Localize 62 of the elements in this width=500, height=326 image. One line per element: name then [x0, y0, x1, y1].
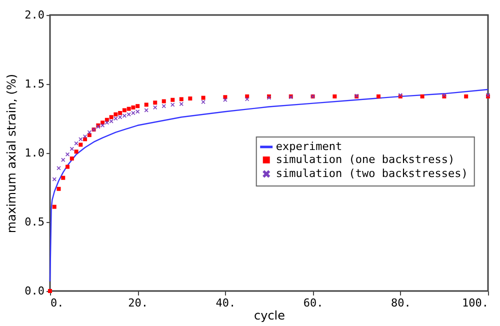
point	[126, 106, 131, 111]
point	[162, 99, 166, 104]
point	[332, 94, 337, 98]
x-tick-label: 100.	[462, 296, 488, 310]
point	[201, 96, 206, 100]
line-series	[49, 88, 489, 282]
y-tick-label: 2.0	[24, 8, 44, 22]
point	[114, 112, 118, 116]
point	[66, 164, 70, 169]
point	[118, 110, 122, 115]
point	[56, 186, 61, 191]
point	[131, 105, 136, 110]
point	[420, 94, 424, 98]
point	[61, 158, 66, 162]
x-tick-label: 40.	[216, 296, 236, 310]
point	[100, 123, 105, 128]
legend-label: experiment	[276, 140, 342, 153]
point	[70, 156, 74, 161]
point	[61, 176, 66, 180]
point	[144, 108, 148, 112]
y-tick-label: 0.5	[24, 216, 44, 228]
point	[70, 146, 74, 151]
point	[245, 97, 250, 102]
point	[122, 108, 126, 112]
x-tick-label: 20.	[128, 296, 148, 310]
point	[74, 141, 78, 146]
point	[162, 104, 166, 108]
x-axis-title: cycle	[254, 308, 286, 322]
point	[223, 98, 228, 102]
point	[170, 98, 175, 102]
point	[136, 110, 140, 114]
legend-label: simulation (one backstress)	[276, 152, 455, 166]
point	[376, 94, 380, 98]
point	[144, 102, 148, 107]
legend-label: simulation (two backstresses)	[276, 166, 468, 180]
point	[179, 97, 184, 102]
x-tick-label: 80.	[390, 296, 411, 310]
x-tick-label: 60.	[303, 296, 324, 310]
point	[109, 115, 114, 120]
y-axis-title: maximum axial strain, (%)	[4, 74, 19, 234]
point	[56, 166, 61, 170]
point	[78, 137, 83, 142]
point	[109, 119, 114, 124]
y-tick-label: 1.0	[24, 146, 44, 160]
point	[170, 102, 175, 107]
y-tick-label: 0.0	[24, 284, 44, 298]
point	[118, 115, 122, 120]
point	[136, 104, 140, 108]
y-tick-label: 1.5	[24, 78, 44, 90]
point	[52, 204, 56, 209]
point	[78, 142, 83, 147]
x-tick-label: 0.	[50, 296, 64, 310]
point	[126, 112, 131, 116]
point	[179, 102, 184, 106]
point	[153, 100, 158, 105]
point	[104, 120, 109, 125]
point	[83, 134, 88, 138]
point	[52, 177, 56, 182]
point	[464, 94, 468, 98]
point	[188, 96, 192, 100]
point	[153, 105, 158, 110]
point	[74, 150, 78, 154]
